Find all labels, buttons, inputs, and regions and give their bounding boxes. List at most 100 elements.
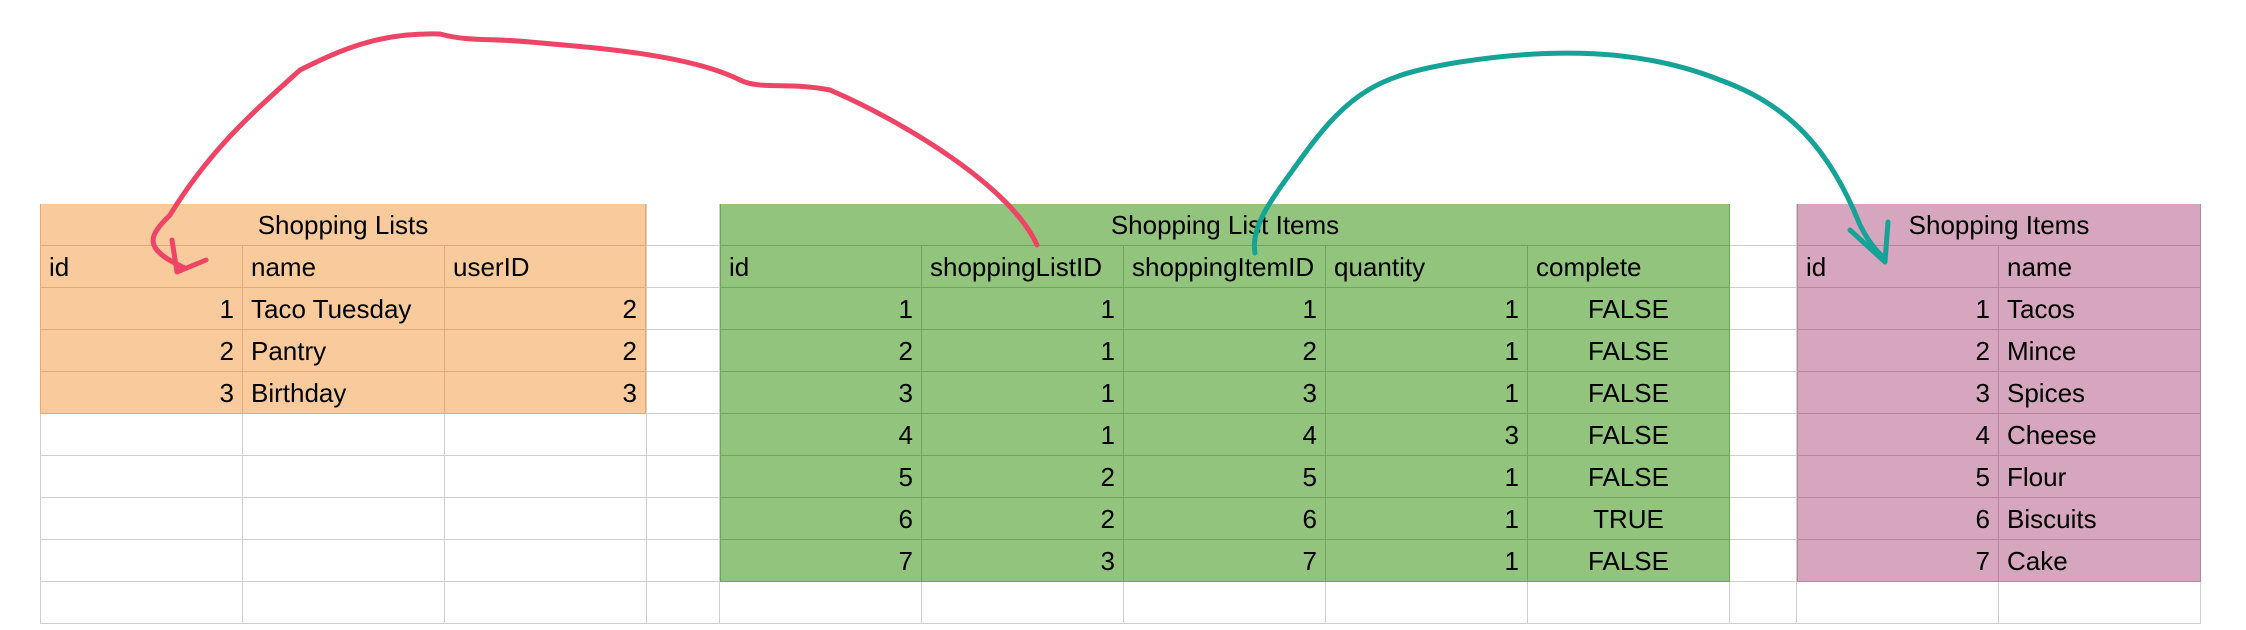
- table-cell[interactable]: Birthday: [243, 372, 445, 414]
- table-cell[interactable]: 1: [1326, 288, 1528, 330]
- table-cell[interactable]: Cake: [1999, 540, 2201, 582]
- table-cell[interactable]: 4: [1124, 414, 1326, 456]
- empty-cell[interactable]: [647, 204, 720, 246]
- table-cell[interactable]: TRUE: [1528, 498, 1730, 540]
- empty-cell[interactable]: [1730, 498, 1797, 540]
- empty-cell[interactable]: [647, 288, 720, 330]
- table-cell[interactable]: 7: [1124, 540, 1326, 582]
- empty-cell[interactable]: [647, 456, 720, 498]
- table-cell[interactable]: Flour: [1999, 456, 2201, 498]
- table-cell[interactable]: 1: [720, 288, 922, 330]
- table-cell[interactable]: 2: [445, 330, 646, 372]
- empty-cell[interactable]: [720, 582, 922, 624]
- table-cell[interactable]: FALSE: [1528, 540, 1730, 582]
- table-cell[interactable]: Pantry: [243, 330, 445, 372]
- table-cell[interactable]: 1: [1326, 498, 1528, 540]
- table-cell[interactable]: 3: [922, 540, 1124, 582]
- empty-cell[interactable]: [40, 540, 243, 582]
- empty-cell[interactable]: [243, 540, 445, 582]
- table-cell[interactable]: 1: [922, 414, 1124, 456]
- empty-cell[interactable]: [1730, 372, 1797, 414]
- table-cell[interactable]: 7: [1797, 540, 1999, 582]
- column-header[interactable]: quantity: [1326, 246, 1528, 288]
- table-cell[interactable]: Mince: [1999, 330, 2201, 372]
- empty-cell[interactable]: [243, 498, 445, 540]
- empty-cell[interactable]: [445, 456, 647, 498]
- column-header[interactable]: shoppingListID: [922, 246, 1124, 288]
- column-header[interactable]: id: [1797, 246, 1999, 288]
- table-cell[interactable]: 3: [445, 372, 646, 414]
- empty-cell[interactable]: [1730, 246, 1797, 288]
- table-cell[interactable]: 5: [1124, 456, 1326, 498]
- empty-cell[interactable]: [1528, 582, 1730, 624]
- empty-cell[interactable]: [647, 372, 720, 414]
- column-header[interactable]: id: [720, 246, 922, 288]
- empty-cell[interactable]: [243, 456, 445, 498]
- table-cell[interactable]: 2: [1797, 330, 1999, 372]
- table-cell[interactable]: 6: [1797, 498, 1999, 540]
- table-cell[interactable]: 5: [720, 456, 922, 498]
- table-cell[interactable]: 2: [1124, 330, 1326, 372]
- table-cell[interactable]: 5: [1797, 456, 1999, 498]
- table-cell[interactable]: 3: [1326, 414, 1528, 456]
- empty-cell[interactable]: [647, 246, 720, 288]
- table-cell[interactable]: FALSE: [1528, 330, 1730, 372]
- empty-cell[interactable]: [1730, 540, 1797, 582]
- table-cell[interactable]: 1: [1326, 540, 1528, 582]
- empty-cell[interactable]: [647, 540, 720, 582]
- table-cell[interactable]: 2: [922, 456, 1124, 498]
- table-cell[interactable]: FALSE: [1528, 414, 1730, 456]
- empty-cell[interactable]: [1730, 414, 1797, 456]
- table-cell[interactable]: 4: [1797, 414, 1999, 456]
- table-cell[interactable]: 6: [1124, 498, 1326, 540]
- empty-cell[interactable]: [647, 330, 720, 372]
- empty-cell[interactable]: [647, 414, 720, 456]
- table-cell[interactable]: FALSE: [1528, 372, 1730, 414]
- table-cell[interactable]: 2: [720, 330, 922, 372]
- empty-cell[interactable]: [40, 456, 243, 498]
- table-cell[interactable]: 1: [922, 288, 1124, 330]
- table-cell[interactable]: 2: [922, 498, 1124, 540]
- table-cell[interactable]: Tacos: [1999, 288, 2201, 330]
- table-cell[interactable]: 3: [1797, 372, 1999, 414]
- table-cell[interactable]: Biscuits: [1999, 498, 2201, 540]
- table-cell[interactable]: FALSE: [1528, 288, 1730, 330]
- empty-cell[interactable]: [445, 540, 647, 582]
- table-cell[interactable]: 2: [40, 330, 243, 372]
- empty-cell[interactable]: [922, 582, 1124, 624]
- column-header[interactable]: complete: [1528, 246, 1730, 288]
- empty-cell[interactable]: [1124, 582, 1326, 624]
- empty-cell[interactable]: [40, 498, 243, 540]
- empty-cell[interactable]: [647, 582, 720, 624]
- table-cell[interactable]: Cheese: [1999, 414, 2201, 456]
- table-cell[interactable]: 4: [720, 414, 922, 456]
- empty-cell[interactable]: [1730, 582, 1797, 624]
- column-header[interactable]: shoppingItemID: [1124, 246, 1326, 288]
- column-header[interactable]: id: [40, 246, 243, 288]
- empty-cell[interactable]: [647, 498, 720, 540]
- table-cell[interactable]: 1: [1326, 330, 1528, 372]
- column-header[interactable]: name: [1999, 246, 2201, 288]
- table-cell[interactable]: 1: [922, 372, 1124, 414]
- table-cell[interactable]: 1: [1326, 456, 1528, 498]
- table-cell[interactable]: 1: [40, 288, 243, 330]
- empty-cell[interactable]: [1730, 330, 1797, 372]
- table-cell[interactable]: Spices: [1999, 372, 2201, 414]
- table-cell[interactable]: 6: [720, 498, 922, 540]
- empty-cell[interactable]: [445, 582, 647, 624]
- empty-cell[interactable]: [243, 414, 445, 456]
- table-cell[interactable]: 1: [1124, 288, 1326, 330]
- table-cell[interactable]: FALSE: [1528, 456, 1730, 498]
- column-header[interactable]: name: [243, 246, 445, 288]
- empty-cell[interactable]: [243, 582, 445, 624]
- table-cell[interactable]: 1: [922, 330, 1124, 372]
- table-cell[interactable]: 7: [720, 540, 922, 582]
- empty-cell[interactable]: [40, 582, 243, 624]
- empty-cell[interactable]: [1730, 456, 1797, 498]
- column-header[interactable]: userID: [445, 246, 646, 288]
- empty-cell[interactable]: [445, 498, 647, 540]
- empty-cell[interactable]: [1730, 288, 1797, 330]
- table-cell[interactable]: 1: [1326, 372, 1528, 414]
- table-cell[interactable]: 3: [40, 372, 243, 414]
- empty-cell[interactable]: [445, 414, 647, 456]
